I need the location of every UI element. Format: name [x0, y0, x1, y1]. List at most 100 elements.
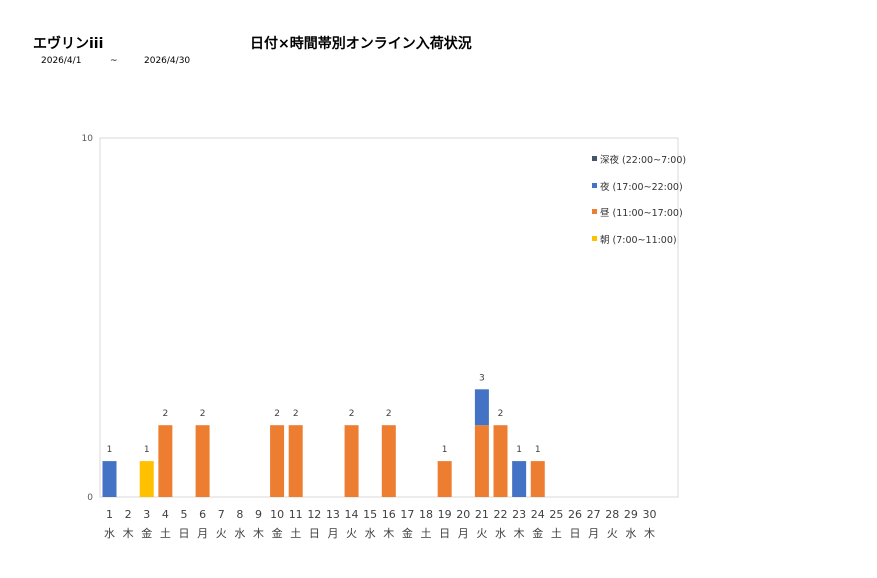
x-tick-label-day: 4 — [162, 508, 169, 521]
x-tick-label-day: 27 — [587, 508, 601, 521]
bar-segment-day-21-series-2 — [474, 389, 489, 426]
bar-segment-day-22-series-1 — [493, 425, 508, 497]
x-tick-label-day: 29 — [624, 508, 638, 521]
data-label: 2 — [162, 409, 168, 419]
legend-label-late-night: 深夜 (22:00~7:00) — [600, 155, 687, 166]
bar-segment-day-4-series-1 — [158, 425, 173, 497]
data-label: 1 — [107, 445, 113, 455]
bar-segment-day-16-series-1 — [381, 425, 396, 497]
x-tick-label-weekday: 土 — [551, 527, 562, 540]
x-tick-label-day: 22 — [494, 508, 508, 521]
data-label: 1 — [535, 445, 541, 455]
bar-segment-day-24-series-1 — [530, 461, 545, 497]
x-tick-label-day: 21 — [475, 508, 489, 521]
x-tick-label-weekday: 金 — [272, 526, 283, 540]
x-tick-label-day: 13 — [326, 508, 340, 521]
x-tick-label-weekday: 木 — [514, 527, 525, 540]
x-tick-label-day: 28 — [605, 508, 619, 521]
x-tick-label-weekday: 木 — [123, 527, 134, 540]
x-tick-label-weekday: 月 — [197, 527, 208, 540]
x-tick-label-weekday: 木 — [253, 527, 264, 540]
legend-swatch-late-night — [592, 156, 597, 161]
x-tick-label-day: 1 — [106, 508, 113, 521]
x-tick-label-weekday: 水 — [104, 527, 115, 540]
legend-item-morning: 朝 (7:00~11:00) — [592, 232, 686, 259]
x-tick-label-day: 6 — [199, 508, 206, 521]
y-tick-label: 0 — [87, 493, 93, 503]
bar-segment-day-19-series-1 — [437, 461, 452, 497]
bar-segment-day-11-series-1 — [288, 425, 303, 497]
data-label: 2 — [386, 409, 392, 419]
bar-segment-day-14-series-1 — [344, 425, 359, 497]
x-tick-label-weekday: 木 — [383, 527, 394, 540]
x-tick-label-weekday: 日 — [570, 527, 581, 540]
x-tick-label-day: 30 — [642, 508, 656, 521]
data-label: 1 — [144, 445, 150, 455]
x-tick-label-day: 8 — [236, 508, 243, 521]
x-tick-label-weekday: 日 — [309, 527, 320, 540]
x-tick-label-day: 9 — [255, 508, 262, 521]
x-tick-label-day: 23 — [512, 508, 526, 521]
x-tick-label-weekday: 木 — [644, 527, 655, 540]
bar-segment-day-10-series-1 — [270, 425, 285, 497]
y-tick-label: 10 — [82, 134, 94, 144]
x-tick-label-weekday: 金 — [532, 526, 543, 540]
x-tick-label-weekday: 月 — [588, 527, 599, 540]
x-tick-label-weekday: 水 — [495, 527, 506, 540]
x-tick-label-weekday: 火 — [346, 527, 357, 540]
x-tick-label-day: 14 — [345, 508, 359, 521]
data-label: 2 — [349, 409, 355, 419]
x-tick-label-weekday: 土 — [421, 527, 432, 540]
x-tick-label-weekday: 水 — [625, 527, 636, 540]
legend-swatch-morning — [592, 235, 597, 241]
x-tick-label-weekday: 水 — [365, 527, 376, 540]
bar-segment-day-3-series-0 — [139, 461, 154, 497]
legend-label-night: 夜 (17:00~22:00) — [600, 181, 683, 193]
x-tick-label-weekday: 水 — [234, 527, 245, 540]
store-name: エヴリンiii — [33, 36, 104, 52]
x-tick-label-weekday: 火 — [476, 527, 487, 540]
x-tick-label-day: 11 — [289, 508, 303, 521]
bar-segment-day-21-series-1 — [474, 425, 489, 497]
date-separator: ~ — [110, 56, 118, 66]
legend-item-night: 夜 (17:00~22:00) — [592, 179, 686, 206]
legend-label-daytime: 昼 (11:00~17:00) — [600, 208, 683, 220]
date-start: 2026/4/1 — [41, 56, 82, 66]
x-tick-label-day: 26 — [568, 508, 582, 521]
legend-label-morning: 朝 (7:00~11:00) — [600, 234, 677, 246]
bar-segment-day-6-series-1 — [195, 425, 210, 497]
x-tick-label-weekday: 月 — [458, 527, 469, 540]
x-tick-label-day: 17 — [400, 508, 414, 521]
data-label: 3 — [479, 373, 485, 383]
x-tick-label-day: 19 — [438, 508, 452, 521]
x-tick-label-weekday: 日 — [178, 527, 189, 540]
x-tick-label-day: 5 — [180, 508, 187, 521]
x-tick-label-weekday: 土 — [160, 527, 171, 540]
x-tick-label-day: 2 — [125, 508, 132, 521]
legend: 深夜 (22:00~7:00) 夜 (17:00~22:00) 昼 (11:00… — [592, 152, 686, 258]
legend-swatch-night — [592, 182, 597, 188]
x-tick-label-weekday: 月 — [327, 527, 338, 540]
x-tick-label-day: 10 — [270, 508, 284, 521]
legend-item-late-night: 深夜 (22:00~7:00) — [592, 152, 686, 179]
x-tick-label-day: 7 — [218, 508, 225, 521]
x-tick-label-weekday: 金 — [402, 526, 413, 540]
x-tick-label-day: 24 — [531, 508, 545, 521]
legend-item-daytime: 昼 (11:00~17:00) — [592, 205, 686, 232]
x-tick-label-day: 12 — [307, 508, 321, 521]
data-label: 2 — [498, 409, 504, 419]
legend-swatch-daytime — [592, 209, 597, 215]
chart-title: 日付×時間帯別オンライン入荷状況 — [250, 36, 472, 52]
x-tick-label-day: 25 — [549, 508, 563, 521]
date-end: 2026/4/30 — [144, 56, 191, 66]
x-tick-label-day: 3 — [143, 508, 150, 521]
bar-segment-day-1-series-2 — [102, 461, 117, 497]
x-tick-label-day: 15 — [363, 508, 377, 521]
data-label: 2 — [293, 409, 299, 419]
x-tick-label-weekday: 金 — [141, 526, 152, 540]
x-tick-label-weekday: 火 — [216, 527, 227, 540]
data-label: 2 — [274, 409, 280, 419]
x-tick-label-weekday: 日 — [439, 527, 450, 540]
data-label: 1 — [442, 445, 448, 455]
